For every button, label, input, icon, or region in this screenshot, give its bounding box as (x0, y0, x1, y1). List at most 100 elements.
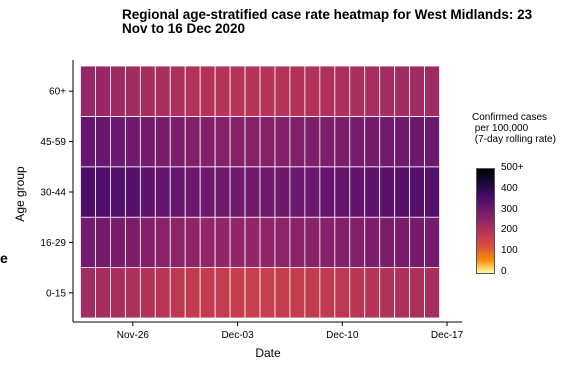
heatmap-cell (349, 116, 366, 168)
heatmap-cell (364, 267, 381, 319)
heatmap-cell (409, 65, 425, 117)
heatmap-cell (259, 166, 276, 218)
y-tick-label: 16-29 (40, 238, 66, 249)
heatmap-cell (394, 65, 411, 117)
heatmap-cell (229, 116, 246, 168)
heatmap-cell (319, 166, 336, 218)
heatmap-cell (110, 216, 126, 268)
heatmap-cell (169, 267, 186, 319)
heatmap-cell (199, 166, 216, 218)
heatmap-cell (244, 216, 261, 268)
y-tick-label: 60+ (49, 87, 66, 98)
heatmap-cell (95, 267, 111, 319)
heatmap-cell (80, 216, 96, 268)
legend-tick-label: 400 (501, 182, 518, 194)
heatmap-cell (169, 116, 186, 168)
y-tick-label: 0-15 (46, 288, 66, 299)
heatmap-cell (394, 216, 411, 268)
heatmap-cell (139, 166, 156, 218)
heatmap-cell (214, 166, 231, 218)
heatmap-cell (124, 166, 141, 218)
heatmap-cell (424, 65, 440, 117)
heatmap-cell (424, 216, 440, 268)
heatmap-cell (154, 166, 171, 218)
heatmap-cell (139, 65, 156, 117)
heatmap-cell (199, 65, 216, 117)
heatmap-plot: 0-15 16-29 30-44 45-59 60+ Nov-26 Dec-03 Dec-1… (13, 60, 464, 360)
heatmap-cell (110, 65, 126, 117)
heatmap-cell (334, 216, 351, 268)
heatmap-cell (124, 267, 141, 319)
heatmap-cell (349, 65, 366, 117)
heatmap-cell (364, 216, 381, 268)
legend-tick-label: 500+ (501, 162, 524, 173)
heatmap-cell (259, 267, 276, 319)
heatmap-cell (199, 116, 216, 168)
heatmap-cell (154, 116, 171, 168)
y-axis-ticks: 0-15 16-29 30-44 45-59 60+ (40, 87, 73, 299)
heatmap-cell (289, 267, 306, 319)
x-tick-label: Dec-10 (326, 330, 359, 341)
heatmap-cell (319, 267, 336, 319)
heatmap-cell (364, 166, 381, 218)
heatmap-cell (229, 166, 246, 218)
heatmap-cell (274, 166, 291, 218)
heatmap-cell (214, 116, 231, 168)
heatmap-cell (184, 116, 201, 168)
legend-title: Confirmed cases per 100,000 (7-day rolli… (472, 112, 556, 145)
heatmap-cell (80, 267, 96, 319)
heatmap-cell (409, 267, 425, 319)
heatmap-cell (424, 116, 440, 168)
heatmap-cell (334, 166, 351, 218)
heatmap-cell (80, 116, 96, 168)
heatmap-cell (95, 116, 111, 168)
heatmap-cell (95, 65, 111, 117)
heatmap-cell (289, 116, 306, 168)
heatmap-cell (409, 116, 425, 168)
heatmap-cell (169, 65, 186, 117)
heatmap-cell (199, 216, 216, 268)
heatmap-cell (379, 116, 396, 168)
legend-tick-label: 0 (501, 266, 507, 277)
heatmap-cell (304, 216, 321, 268)
heatmap-cell (274, 65, 291, 117)
heatmap-cell (229, 216, 246, 268)
heatmap-cell (169, 166, 186, 218)
x-axis-title: Date (255, 346, 281, 360)
legend-tick-label: 100 (501, 245, 518, 257)
heatmap-cell (184, 65, 201, 117)
heatmap-cell (394, 116, 411, 168)
legend: Confirmed cases per 100,000 (7-day rolli… (472, 112, 582, 277)
heatmap-cell (304, 166, 321, 218)
heatmap-cell (80, 166, 96, 218)
heatmap-cell (289, 216, 306, 268)
heatmap-cell (289, 166, 306, 218)
heatmap-cell (394, 267, 411, 319)
heatmap-cell (379, 216, 396, 268)
heatmap-cell (244, 267, 261, 319)
heatmap-cell (80, 65, 96, 117)
heatmap-cell (364, 116, 381, 168)
heatmap-cell (244, 116, 261, 168)
heatmap-cell (110, 267, 126, 319)
heatmap-cell (319, 116, 336, 168)
heatmap-cell (334, 116, 351, 168)
heatmap-cell (184, 267, 201, 319)
heatmap-cell (304, 65, 321, 117)
heatmap-cell (304, 116, 321, 168)
heatmap-cell (169, 216, 186, 268)
x-tick-label: Dec-17 (431, 330, 464, 341)
heatmap-cell (139, 116, 156, 168)
legend-tick-label: 200 (501, 224, 518, 236)
heatmap-cell (274, 267, 291, 319)
heatmap-cell (259, 65, 276, 117)
heatmap-cell (154, 267, 171, 319)
heatmap-cell (139, 267, 156, 319)
x-tick-label: Nov-26 (117, 330, 150, 341)
heatmap-cell (379, 65, 396, 117)
heatmap-cell (319, 65, 336, 117)
heatmap-cell (349, 216, 366, 268)
heatmap-cell (349, 166, 366, 218)
y-tick-label: 45-59 (40, 137, 66, 148)
heatmap-cell (110, 116, 126, 168)
